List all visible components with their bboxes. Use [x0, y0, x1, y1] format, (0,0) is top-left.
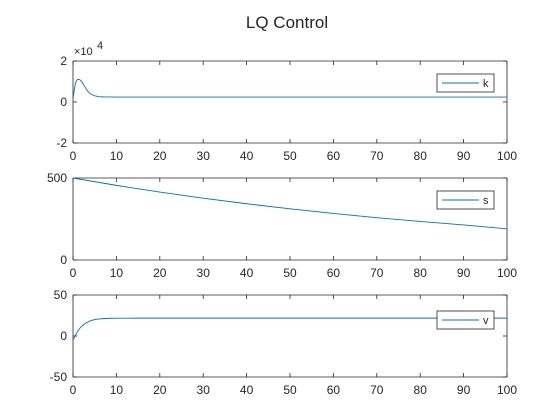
x-tick-label: 60	[327, 149, 341, 163]
x-tick-label: 100	[497, 383, 517, 397]
x-tick-label: 10	[110, 149, 124, 163]
x-tick-label: 70	[370, 266, 384, 280]
x-tick-label: 80	[414, 266, 428, 280]
y-tick-label: 500	[47, 171, 67, 185]
series-line-v	[72, 317, 507, 341]
axes-background	[73, 178, 507, 260]
x-tick-label: 60	[327, 383, 341, 397]
figure-title: LQ Control	[246, 13, 328, 32]
y-exponent-label: ×10	[74, 46, 93, 58]
y-tick-label: -50	[50, 370, 68, 384]
x-tick-label: 50	[283, 266, 297, 280]
x-tick-label: 10	[110, 383, 124, 397]
legend-label: k	[483, 78, 489, 90]
x-tick-label: 100	[497, 266, 517, 280]
y-tick-label: 0	[60, 329, 67, 343]
x-tick-label: 100	[497, 149, 517, 163]
x-tick-label: 20	[153, 383, 167, 397]
series-line-k	[72, 78, 507, 99]
x-tick-label: 20	[153, 266, 167, 280]
axes-background	[73, 61, 507, 143]
y-exponent-power: 4	[97, 40, 103, 52]
x-tick-label: 60	[327, 266, 341, 280]
legend: s	[436, 190, 495, 210]
x-tick-label: 10	[110, 266, 124, 280]
x-tick-label: 0	[70, 149, 77, 163]
axes-background	[73, 295, 507, 377]
x-tick-label: 20	[153, 149, 167, 163]
x-tick-label: 40	[240, 149, 254, 163]
series-line-s	[72, 177, 508, 230]
x-tick-label: 50	[283, 149, 297, 163]
x-tick-label: 30	[197, 149, 211, 163]
x-tick-label: 30	[197, 383, 211, 397]
subplot-1: 0 10 20 30 40 50 60 70 80 90 100-202×10 4k	[56, 40, 517, 163]
subplots: 0 10 20 30 40 50 60 70 80 90 100-202×10 4k0 10 20 30 40…	[47, 40, 517, 397]
x-tick-label: 90	[457, 149, 471, 163]
x-tick-label: 80	[414, 149, 428, 163]
y-tick-label: -2	[56, 136, 67, 150]
x-tick-label: 70	[370, 149, 384, 163]
y-tick-label: 0	[60, 253, 67, 267]
legend: v	[436, 310, 495, 330]
x-tick-label: 40	[240, 266, 254, 280]
x-tick-label: 40	[240, 383, 254, 397]
x-tick-label: 70	[370, 383, 384, 397]
legend-label: v	[483, 315, 489, 327]
y-tick-label: 2	[60, 54, 67, 68]
x-tick-label: 30	[197, 266, 211, 280]
x-tick-label: 90	[457, 383, 471, 397]
x-tick-label: 50	[283, 383, 297, 397]
legend: k	[436, 73, 495, 93]
x-tick-label: 0	[70, 266, 77, 280]
x-tick-label: 80	[414, 383, 428, 397]
subplot-2: 0 10 20 30 40 50 60 70 80 90 100 0 500 s	[47, 171, 517, 280]
y-tick-label: 50	[54, 288, 68, 302]
x-tick-label: 90	[457, 266, 471, 280]
y-tick-label: 0	[60, 95, 67, 109]
x-tick-label: 0	[70, 383, 77, 397]
legend-label: s	[483, 195, 489, 207]
